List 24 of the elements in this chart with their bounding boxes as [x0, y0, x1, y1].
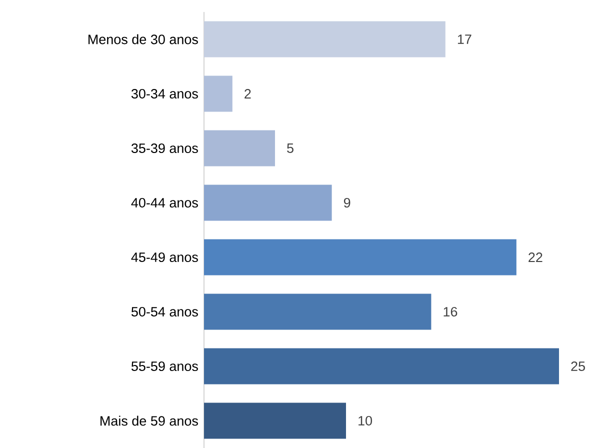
y-tick-label: Menos de 30 anos: [88, 34, 198, 44]
bar: [204, 402, 346, 439]
data-label: 25: [571, 361, 585, 372]
data-label: 5: [287, 144, 294, 153]
y-tick-label: 30-34 anos: [131, 88, 198, 99]
bar: [204, 294, 432, 330]
y-tick-label: 45-49 anos: [131, 252, 198, 262]
y-tick-label: 40-44 anos: [131, 198, 198, 208]
data-label: 9: [344, 198, 350, 208]
bar: [204, 130, 275, 166]
y-tick-label: 55-59 anos: [131, 361, 198, 372]
bar: [204, 348, 560, 384]
data-label: 17: [458, 34, 472, 44]
bar: [204, 76, 232, 112]
y-tick-label: 50-54 anos: [131, 306, 198, 317]
y-tick-label: Mais de 59 anos: [100, 416, 198, 426]
bar: [204, 239, 516, 276]
data-label: 10: [358, 416, 372, 426]
data-label: 22: [528, 252, 542, 262]
y-tick-label: 35-39 anos: [131, 143, 198, 154]
bar: [204, 21, 446, 58]
data-label: 16: [444, 306, 458, 317]
data-label: 2: [244, 89, 251, 98]
bar: [204, 184, 332, 221]
